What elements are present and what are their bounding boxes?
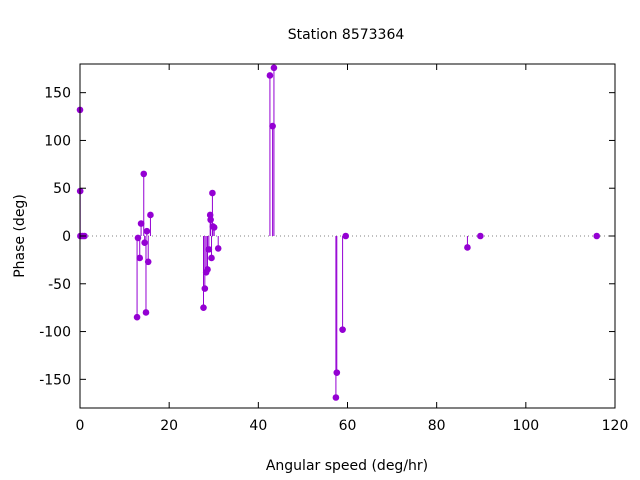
- data-point: [266, 72, 274, 79]
- data-point: [205, 246, 213, 253]
- data-point: [270, 64, 278, 72]
- y-tick-label: 50: [53, 181, 71, 197]
- data-point: [332, 394, 340, 401]
- data-point: [269, 122, 276, 130]
- x-tick-label: 40: [249, 418, 267, 434]
- data-point: [209, 189, 216, 197]
- data-point: [206, 211, 214, 219]
- data-point: [477, 232, 484, 240]
- y-tick-label: -50: [48, 277, 71, 293]
- data-point: [200, 304, 207, 311]
- x-tick-label: 120: [602, 418, 629, 434]
- x-tick-label: 100: [512, 418, 539, 434]
- y-tick-label: -100: [39, 325, 71, 341]
- chart-title: Station 8573364: [288, 27, 405, 43]
- data-point: [143, 227, 151, 235]
- data-point: [140, 170, 148, 178]
- data-point: [137, 220, 145, 227]
- data-point: [342, 232, 350, 240]
- y-tick-label: 100: [44, 133, 71, 149]
- x-tick-label: 60: [339, 418, 357, 434]
- data-point: [201, 285, 209, 292]
- x-axis-ticks: 0 20 40 60 80 100 120: [76, 64, 629, 434]
- data-point: [593, 232, 601, 240]
- x-tick-label: 80: [428, 418, 446, 434]
- data-point: [136, 254, 144, 262]
- x-tick-label: 0: [76, 418, 85, 434]
- plot-marks: [76, 64, 615, 401]
- data-point: [147, 211, 154, 219]
- x-axis-label: Angular speed (deg/hr): [266, 458, 428, 474]
- data-point: [464, 244, 471, 251]
- data-point: [339, 326, 346, 333]
- data-point: [141, 239, 148, 246]
- data-point: [204, 266, 211, 273]
- x-tick-label: 20: [160, 418, 178, 434]
- data-point: [214, 245, 222, 252]
- data-point: [207, 216, 214, 224]
- y-tick-label: -150: [39, 372, 71, 388]
- data-point: [208, 254, 215, 262]
- y-tick-label: 150: [44, 86, 71, 102]
- data-point: [333, 369, 341, 376]
- data-point: [133, 313, 141, 321]
- y-axis-ticks: -150 -100 -50 0 50 100 150: [39, 86, 615, 388]
- data-point: [144, 258, 152, 266]
- y-axis-label: Phase (deg): [12, 194, 28, 278]
- y-tick-label: 0: [62, 229, 71, 245]
- data-point: [134, 234, 142, 242]
- data-point: [142, 309, 150, 316]
- data-point: [210, 224, 218, 231]
